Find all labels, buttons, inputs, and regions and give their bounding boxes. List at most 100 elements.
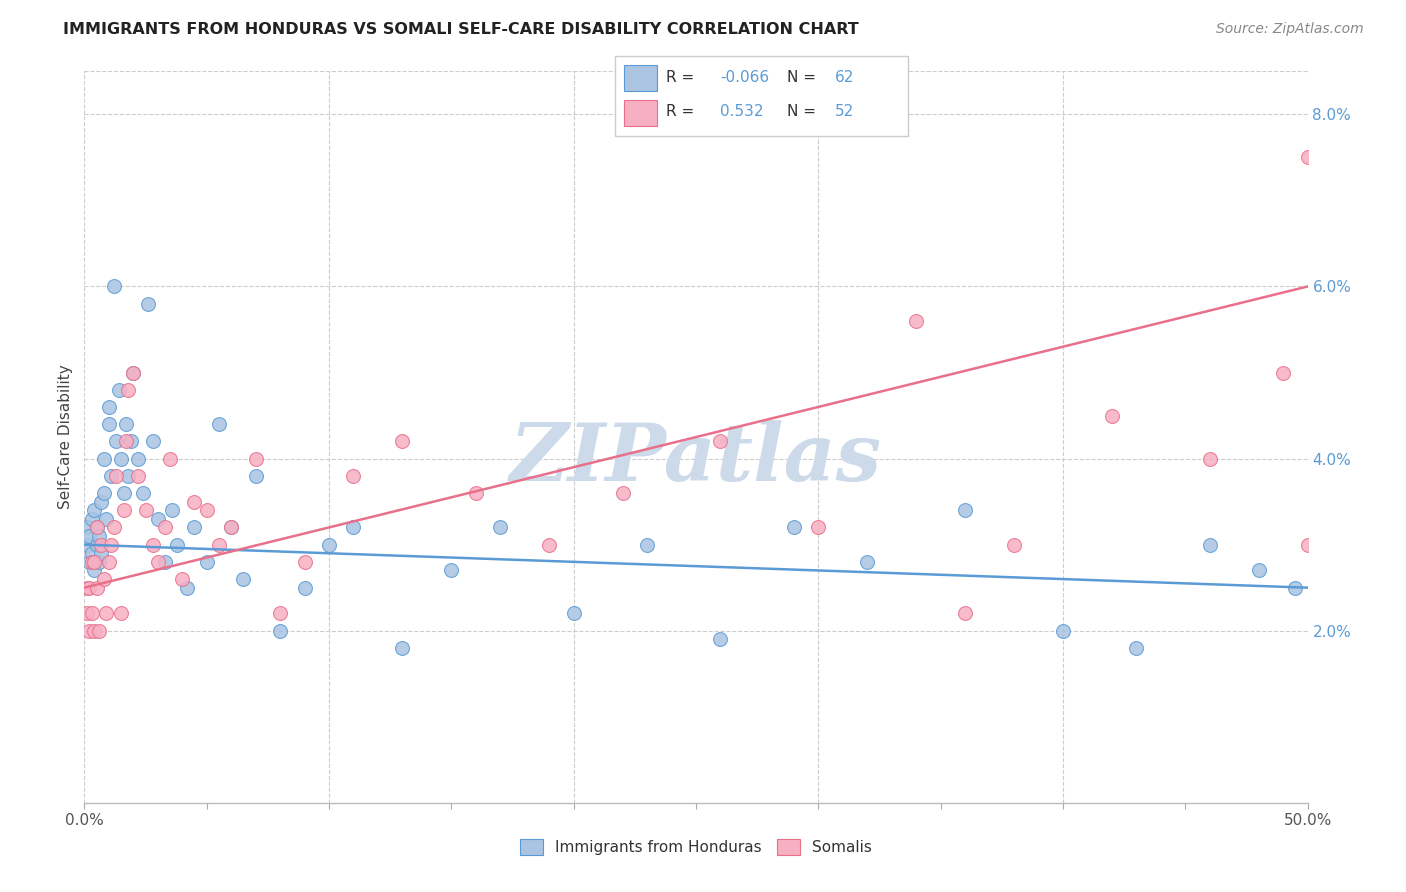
Point (110, 607, 132, 621)
Point (1296, 538, 1319, 552)
Point (636, 538, 658, 552)
Point (76, 520, 98, 534)
Point (1101, 409, 1123, 423)
Point (90, 494, 112, 508)
Point (93, 486, 115, 500)
Point (1272, 366, 1295, 380)
Point (83, 555, 105, 569)
Point (953, 503, 976, 517)
Point (80, 555, 103, 569)
Point (1052, 624, 1074, 638)
Point (86, 520, 108, 534)
Point (464, 486, 486, 500)
Point (105, 434, 128, 449)
Point (1198, 451, 1220, 466)
Point (953, 607, 976, 621)
Text: N =: N = (787, 104, 821, 119)
Text: N =: N = (787, 70, 821, 85)
Point (1284, 581, 1306, 595)
Text: -0.066: -0.066 (720, 70, 769, 85)
Point (183, 494, 205, 508)
Text: Source: ZipAtlas.com: Source: ZipAtlas.com (1216, 22, 1364, 37)
Point (142, 434, 165, 449)
Point (117, 383, 139, 397)
Point (342, 520, 364, 534)
Point (87, 529, 110, 543)
Point (245, 468, 267, 483)
Point (208, 538, 231, 552)
Point (90, 538, 112, 552)
Bar (624, 65, 657, 91)
Point (97, 555, 120, 569)
Point (135, 503, 157, 517)
Point (112, 503, 135, 517)
Point (709, 434, 731, 449)
Point (146, 555, 169, 569)
Point (93, 451, 115, 466)
Point (232, 572, 254, 586)
Point (110, 451, 132, 466)
Point (269, 607, 291, 621)
Point (391, 434, 413, 449)
Point (80, 546, 103, 560)
Point (86, 538, 108, 552)
Text: IMMIGRANTS FROM HONDURAS VS SOMALI SELF-CARE DISABILITY CORRELATION CHART: IMMIGRANTS FROM HONDURAS VS SOMALI SELF-… (63, 22, 859, 37)
Point (80, 512, 103, 526)
Point (538, 538, 561, 552)
Point (100, 538, 122, 552)
Point (87, 624, 110, 638)
Point (166, 538, 188, 552)
Point (208, 417, 231, 432)
Point (103, 279, 125, 293)
Point (1002, 538, 1025, 552)
Point (96, 512, 118, 526)
Point (294, 581, 316, 595)
Point (342, 468, 364, 483)
Point (172, 572, 194, 586)
Point (709, 632, 731, 647)
Point (176, 581, 198, 595)
Text: ZIPatlas: ZIPatlas (510, 420, 882, 498)
Point (1296, 150, 1319, 164)
Point (77, 555, 100, 569)
Point (100, 468, 122, 483)
Point (103, 520, 125, 534)
Point (318, 538, 340, 552)
Point (1247, 564, 1270, 578)
Point (117, 468, 139, 483)
Legend: Immigrants from Honduras, Somalis: Immigrants from Honduras, Somalis (513, 833, 879, 861)
Point (1125, 640, 1147, 655)
Point (183, 520, 205, 534)
Point (489, 520, 512, 534)
Point (162, 503, 184, 517)
Point (245, 451, 267, 466)
Point (80, 607, 103, 621)
Point (1198, 538, 1220, 552)
Point (120, 434, 142, 449)
Point (219, 520, 242, 534)
Point (153, 555, 176, 569)
Point (391, 640, 413, 655)
Y-axis label: Self-Care Disability: Self-Care Disability (58, 365, 73, 509)
Point (112, 486, 135, 500)
Point (440, 564, 463, 578)
Point (105, 468, 128, 483)
Point (83, 503, 105, 517)
Point (115, 434, 138, 449)
Point (269, 624, 291, 638)
Text: 62: 62 (835, 70, 855, 85)
Point (127, 468, 149, 483)
Point (219, 520, 242, 534)
Point (96, 607, 118, 621)
Bar (624, 100, 657, 126)
Point (115, 417, 138, 432)
Point (807, 520, 830, 534)
Point (127, 451, 149, 466)
FancyBboxPatch shape (614, 56, 908, 136)
Point (146, 512, 169, 526)
Text: 52: 52 (835, 104, 855, 119)
Text: R =: R = (666, 104, 704, 119)
Point (856, 555, 879, 569)
Point (90, 546, 112, 560)
Point (77, 581, 100, 595)
